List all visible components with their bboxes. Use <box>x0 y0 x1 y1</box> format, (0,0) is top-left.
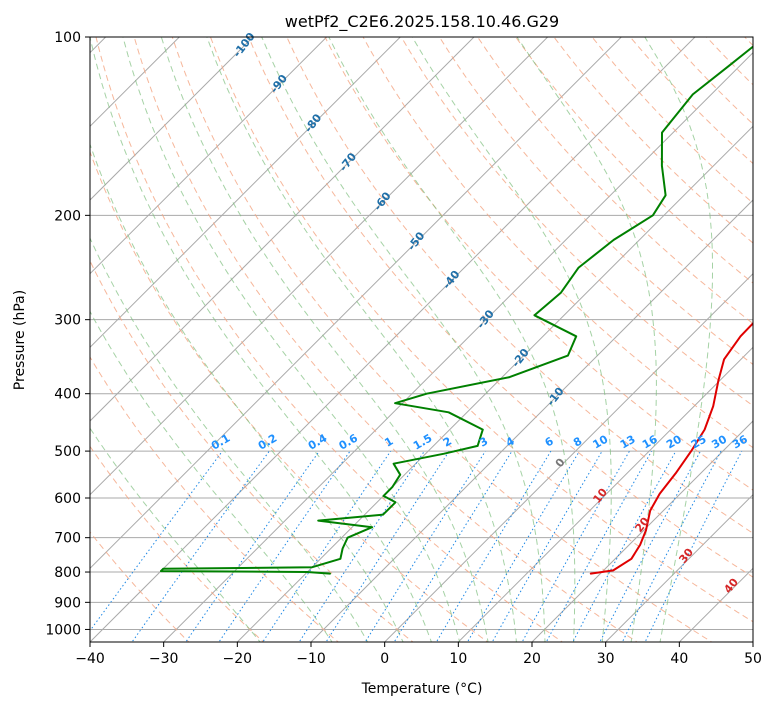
x-tick-label: 30 <box>597 651 615 667</box>
mixing-ratio-line <box>218 450 351 642</box>
y-tick-label: 600 <box>54 491 81 507</box>
isotherm-line <box>90 37 181 128</box>
moist-adiabat-line <box>328 37 576 642</box>
y-tick-label: 100 <box>54 30 81 46</box>
temperature-profile-line <box>589 321 753 575</box>
mixing-ratio-line <box>185 450 320 642</box>
moist-adiabat-line <box>206 37 517 642</box>
moist-adiabat-line <box>90 236 369 642</box>
isotherm-line <box>531 420 753 642</box>
moist-adiabat-line <box>644 37 713 642</box>
x-tick-label: 20 <box>523 651 541 667</box>
mixing-ratio-line <box>466 450 580 642</box>
mixing-ratio-line <box>262 450 392 642</box>
moist-adiabat-line <box>261 37 546 642</box>
dry-adiabat-line <box>171 37 713 642</box>
x-tick-label: 40 <box>670 651 688 667</box>
background-lines <box>90 37 753 642</box>
y-tick-label: 900 <box>54 595 81 611</box>
sounding-series <box>159 45 753 575</box>
dry-adiabat-line <box>90 356 339 642</box>
plot-frame <box>89 36 754 643</box>
moist-adiabat-line <box>90 37 432 642</box>
chart-title: wetPf2_C2E6.2025.158.10.46.G29 <box>285 12 559 32</box>
y-tick-label: 400 <box>54 387 81 403</box>
isotherm-line <box>90 37 696 642</box>
isotherm-line <box>604 493 753 642</box>
dry-adiabat-line <box>133 37 638 642</box>
y-tick-label: 500 <box>54 444 81 460</box>
x-tick-label: −40 <box>75 651 105 667</box>
moist-adiabat-line <box>122 37 461 642</box>
isotherm-line <box>90 37 402 349</box>
x-tick-label: 0 <box>380 651 389 667</box>
mixing-ratio-line <box>325 450 450 642</box>
mixing-ratio-line <box>90 450 223 632</box>
moist-adiabat-line <box>90 142 404 642</box>
isotherm-line <box>90 37 328 275</box>
dry-adiabat-line <box>90 259 414 642</box>
mixing-ratio-line <box>393 450 513 642</box>
isotherm-line <box>457 346 753 642</box>
mixing-ratio-line <box>599 450 701 642</box>
moist-adiabat-line <box>90 310 333 642</box>
moist-adiabat-line <box>90 427 261 642</box>
x-tick-label: −20 <box>223 651 253 667</box>
y-tick-label: 200 <box>54 208 81 224</box>
dry-adiabat-line <box>362 37 753 449</box>
isotherm-line <box>90 37 623 570</box>
isotherm-line <box>310 199 753 642</box>
isotherm-line <box>90 37 549 496</box>
mixing-ratio-line <box>364 450 486 642</box>
x-tick-label: 10 <box>449 651 467 667</box>
moist-adiabat-line <box>411 37 612 642</box>
plot-background <box>90 37 753 642</box>
x-axis-label: Temperature (°C) <box>361 681 483 697</box>
isotherm-line <box>90 37 254 201</box>
dry-adiabat-line <box>90 445 265 642</box>
mixing-ratio-line <box>131 450 270 642</box>
x-tick-label: 50 <box>744 651 762 667</box>
dry-adiabat-line <box>324 37 753 491</box>
y-tick-label: 300 <box>54 313 81 329</box>
dry-adiabat-line <box>438 37 753 365</box>
moist-adiabat-line <box>516 37 657 642</box>
x-tick-label: −30 <box>149 651 179 667</box>
isotherm-line <box>383 272 753 642</box>
y-tick-label: 700 <box>54 531 81 547</box>
mixing-ratio-line <box>621 450 722 642</box>
dry-adiabat-line <box>477 37 753 325</box>
isotherm-line <box>90 37 475 422</box>
x-axis: −40 −30 −20 −10 0 10 20 30 40 50 <box>75 642 762 667</box>
mixing-ratio-line <box>298 450 425 642</box>
isotherm-line <box>236 125 753 642</box>
dry-adiabat-line <box>210 37 753 623</box>
dry-adiabat-line <box>248 37 753 578</box>
y-tick-label: 800 <box>54 565 81 581</box>
x-tick-label: −10 <box>296 651 326 667</box>
moist-adiabat-line <box>160 37 489 642</box>
dry-adiabat-line <box>400 37 753 407</box>
y-axis-label: Pressure (hPa) <box>12 290 28 390</box>
dewpoint-profile-line <box>159 45 753 575</box>
dry-adiabat-line <box>95 37 564 642</box>
dry-adiabat-line <box>286 37 753 534</box>
y-axis: 100 200 300 400 500 600 700 800 900 1000 <box>45 30 90 638</box>
mixing-ratio-line <box>572 450 677 642</box>
y-tick-label: 1000 <box>45 622 81 638</box>
